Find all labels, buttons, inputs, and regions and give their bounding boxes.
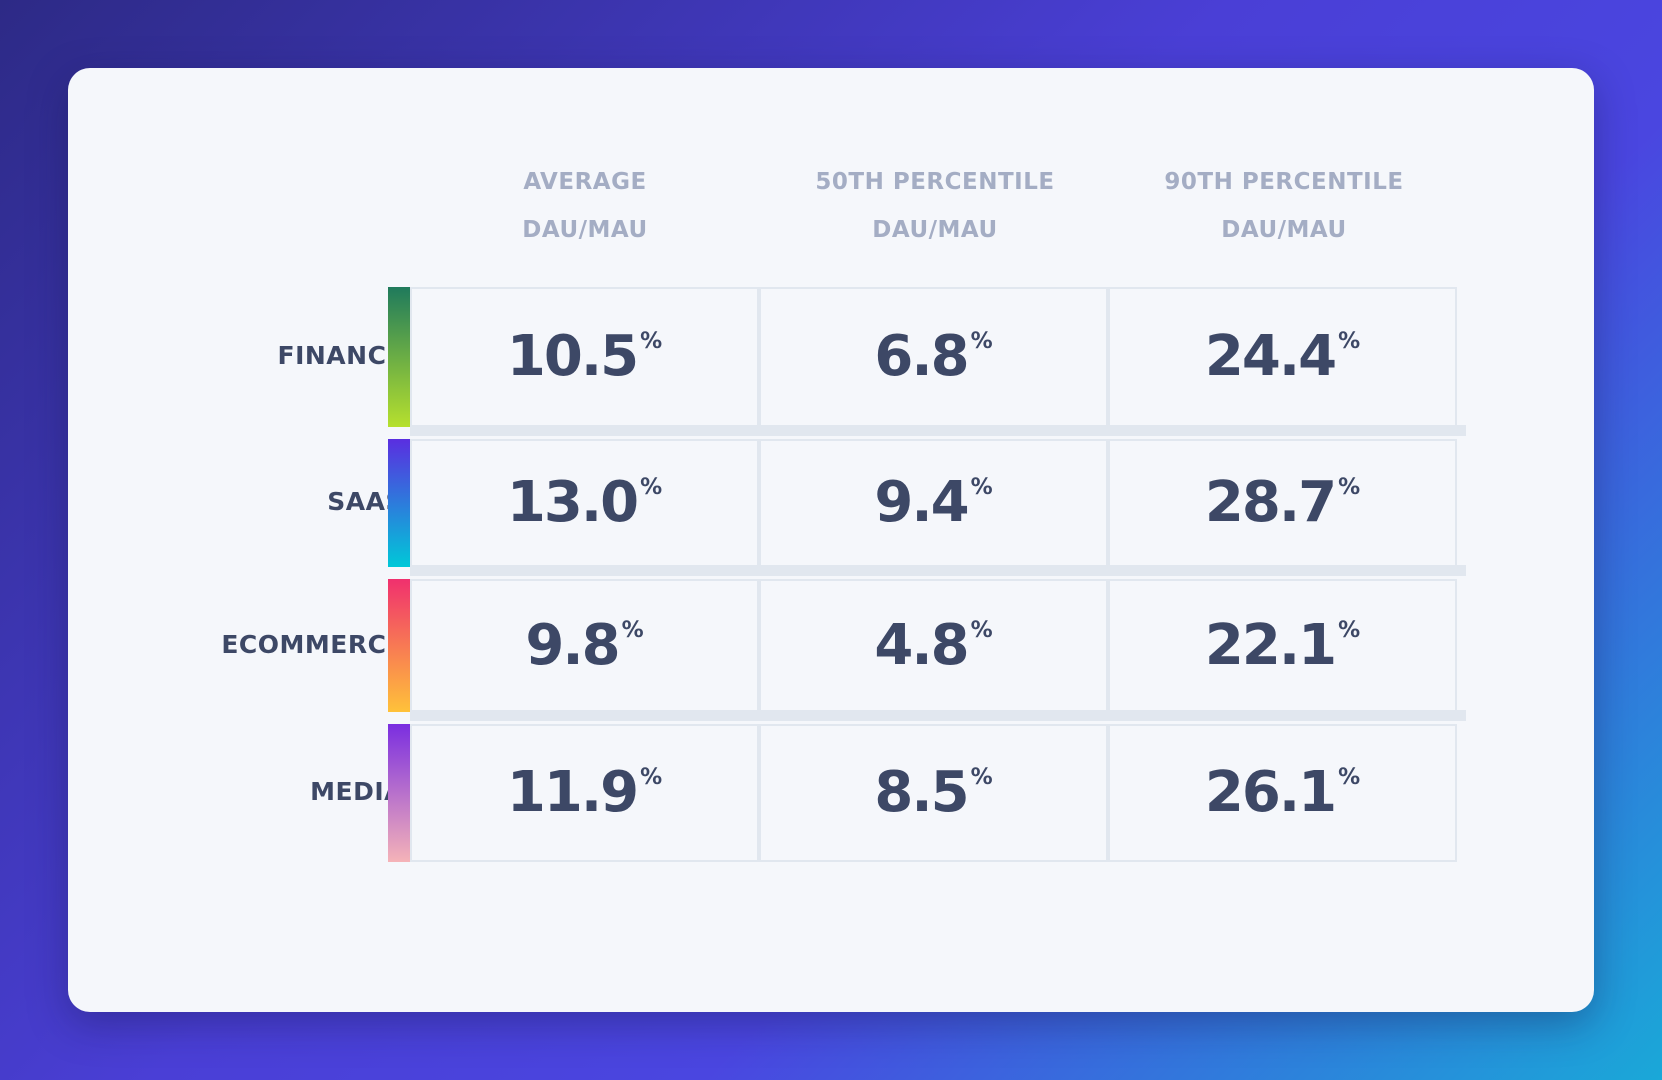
- percent-sign: %: [1338, 475, 1361, 500]
- cell-value: 28.7%: [1205, 475, 1360, 531]
- cell-value: 26.1%: [1205, 765, 1360, 821]
- cell-number: 8.5: [874, 760, 969, 825]
- table-cell: 9.4%: [759, 439, 1108, 567]
- percent-sign: %: [970, 617, 993, 643]
- percent-sign: %: [640, 329, 663, 354]
- percent-sign: %: [621, 617, 644, 643]
- percent-sign: %: [1338, 617, 1361, 643]
- cell-value: 10.5%: [507, 329, 662, 385]
- row-color-bar: [388, 724, 410, 862]
- percent-sign: %: [970, 475, 993, 500]
- table-cell: 26.1%: [1108, 724, 1457, 862]
- column-header-line1: 90TH PERCENTILE: [1164, 169, 1404, 195]
- cell-number: 22.1: [1204, 612, 1337, 678]
- cell-value: 9.4%: [874, 475, 992, 531]
- table-cell: 6.8%: [759, 287, 1108, 427]
- column-header-average: AVERAGE DAU/MAU: [410, 158, 760, 254]
- row-color-bar: [388, 439, 410, 567]
- row-color-bar: [388, 579, 410, 712]
- table-cell: 24.4%: [1108, 287, 1457, 427]
- cell-value: 13.0%: [507, 475, 662, 531]
- column-header-line1: 50TH PERCENTILE: [815, 169, 1055, 195]
- table-cell: 10.5%: [410, 287, 759, 427]
- row-separator: [410, 710, 1466, 721]
- cell-number: 13.0: [506, 470, 639, 535]
- column-header-line2: DAU/MAU: [522, 217, 648, 243]
- percent-sign: %: [970, 329, 993, 354]
- row-label: MEDIA: [310, 777, 404, 806]
- cell-value: 24.4%: [1205, 329, 1360, 385]
- row-label: ECOMMERCE: [221, 629, 404, 659]
- table-cell: 22.1%: [1108, 579, 1457, 712]
- table-cell: 13.0%: [410, 439, 759, 567]
- row-color-bar: [388, 287, 410, 427]
- cell-value: 9.8%: [525, 617, 644, 674]
- cell-number: 9.4: [874, 470, 969, 535]
- cell-value: 6.8%: [874, 329, 992, 385]
- percent-sign: %: [970, 765, 993, 790]
- column-header-90th-percentile: 90TH PERCENTILE DAU/MAU: [1109, 158, 1459, 254]
- column-header-line2: DAU/MAU: [1221, 217, 1347, 243]
- column-header-50th-percentile: 50TH PERCENTILE DAU/MAU: [760, 158, 1110, 254]
- cell-number: 24.4: [1204, 324, 1337, 389]
- percent-sign: %: [640, 765, 663, 790]
- table-cell: 9.8%: [410, 579, 759, 712]
- dau-mau-table-card: AVERAGE DAU/MAU 50TH PERCENTILE DAU/MAU …: [68, 68, 1594, 1012]
- cell-value: 4.8%: [874, 617, 993, 674]
- table-cell: 4.8%: [759, 579, 1108, 712]
- cell-value: 8.5%: [874, 765, 992, 821]
- cell-number: 26.1: [1204, 760, 1337, 825]
- cell-number: 4.8: [874, 612, 969, 678]
- table-cell: 11.9%: [410, 724, 759, 862]
- percent-sign: %: [640, 475, 663, 500]
- column-header-line1: AVERAGE: [523, 169, 647, 195]
- cell-number: 28.7: [1204, 470, 1337, 535]
- cell-number: 11.9: [506, 760, 639, 825]
- cell-number: 10.5: [506, 324, 639, 389]
- row-separator: [410, 425, 1466, 436]
- column-header-line2: DAU/MAU: [872, 217, 998, 243]
- cell-value: 22.1%: [1205, 617, 1361, 674]
- percent-sign: %: [1338, 329, 1361, 354]
- percent-sign: %: [1338, 765, 1361, 790]
- cell-value: 11.9%: [507, 765, 662, 821]
- cell-number: 6.8: [874, 324, 969, 389]
- cell-number: 9.8: [525, 612, 620, 678]
- row-label: FINANCE: [277, 341, 404, 370]
- row-separator: [410, 565, 1466, 576]
- table-cell: 28.7%: [1108, 439, 1457, 567]
- table-cell: 8.5%: [759, 724, 1108, 862]
